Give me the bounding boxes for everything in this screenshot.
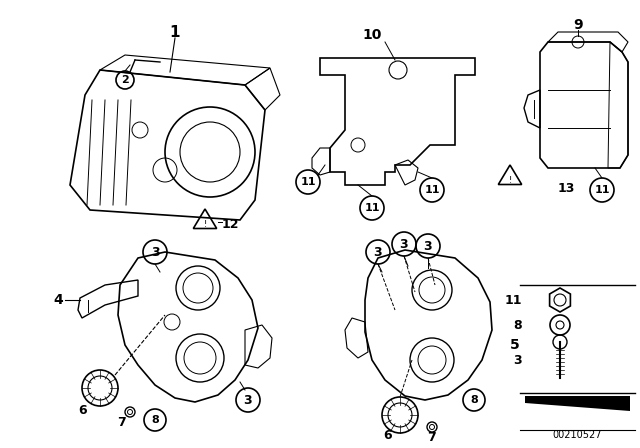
Text: 6: 6 <box>384 428 392 441</box>
Text: 13: 13 <box>558 181 575 194</box>
Text: 3: 3 <box>400 237 408 250</box>
Text: !: ! <box>508 176 511 185</box>
Text: 11: 11 <box>424 185 440 195</box>
Text: 8: 8 <box>470 395 478 405</box>
Text: 1: 1 <box>170 25 180 39</box>
Text: 11: 11 <box>364 203 380 213</box>
Text: 9: 9 <box>573 18 583 32</box>
Text: 3: 3 <box>244 393 252 406</box>
Text: 8: 8 <box>513 319 522 332</box>
Text: 11: 11 <box>595 185 610 195</box>
Text: 00210527: 00210527 <box>552 430 602 440</box>
Text: 11: 11 <box>504 293 522 306</box>
Text: 7: 7 <box>118 415 126 428</box>
Text: 3: 3 <box>374 246 382 258</box>
Text: 3: 3 <box>513 353 522 366</box>
Text: 10: 10 <box>362 28 381 42</box>
Polygon shape <box>525 396 630 411</box>
Text: 3: 3 <box>150 246 159 258</box>
Text: 11: 11 <box>300 177 316 187</box>
Text: 8: 8 <box>151 415 159 425</box>
Text: 6: 6 <box>78 404 86 417</box>
Text: 7: 7 <box>428 431 436 444</box>
Text: 5: 5 <box>510 338 520 352</box>
Text: 3: 3 <box>424 240 432 253</box>
Text: 12: 12 <box>222 217 239 231</box>
Text: 2: 2 <box>121 75 129 85</box>
Text: 4: 4 <box>53 293 63 307</box>
Text: !: ! <box>204 220 207 228</box>
